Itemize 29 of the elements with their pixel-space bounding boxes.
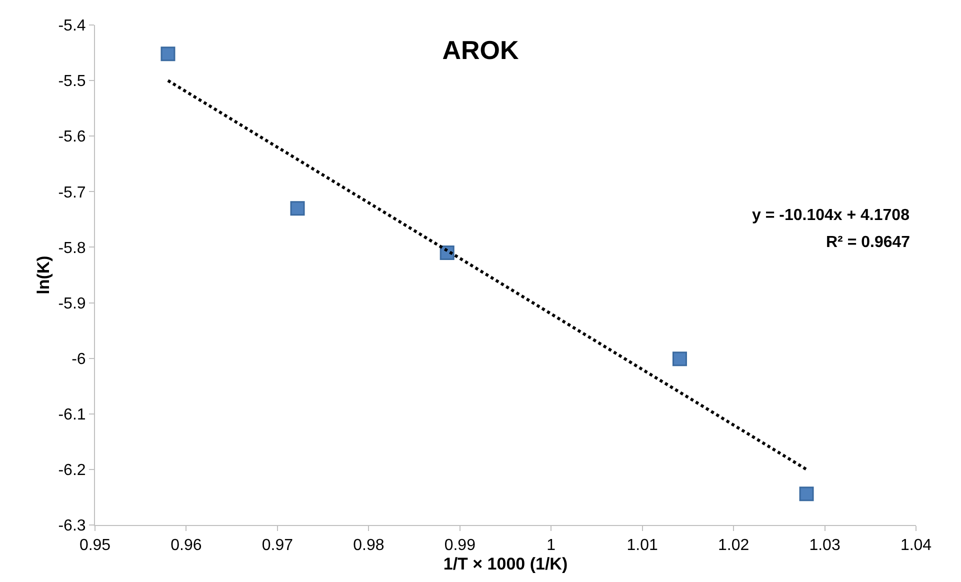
x-tick-label: 1.01 — [626, 537, 658, 554]
x-tick-label: 1 — [546, 537, 556, 554]
y-tick-label: -5.6 — [58, 128, 86, 146]
annotation: R² = 0.9647 — [826, 234, 910, 251]
y-tick-label: -5.5 — [58, 73, 86, 90]
point — [799, 486, 814, 502]
x-tick-label: 1.03 — [809, 537, 840, 554]
x-tick-label: 0.95 — [79, 537, 111, 554]
y-tick-label: -5.8 — [58, 240, 86, 257]
point — [672, 352, 687, 366]
y-tick-label: -5.7 — [58, 184, 86, 202]
annotation: y = -10.104x + 4.1708 — [752, 207, 910, 224]
x-tick-label: 0.98 — [353, 537, 384, 554]
x-tick-label: 0.96 — [170, 537, 202, 554]
chart-title: AROK — [442, 34, 519, 65]
x-tick-label: 1.02 — [718, 537, 750, 554]
x-axis-title: 1/T × 1000 (1/K) — [443, 554, 568, 574]
x-tick-label: 1.04 — [900, 537, 932, 554]
y-tick-label: -6.2 — [58, 462, 86, 480]
x-tick-label: 0.97 — [262, 537, 294, 554]
y-tick-label: -5.4 — [58, 18, 86, 35]
point — [290, 201, 305, 216]
x-tick-label: 0.99 — [444, 537, 476, 554]
y-tick-label: -6.1 — [58, 406, 86, 424]
point — [160, 46, 176, 62]
y-tick-label: -6 — [72, 350, 86, 368]
y-tick-label: -5.9 — [58, 295, 86, 312]
y-tick-label: -6.3 — [58, 518, 86, 535]
y-axis-title: ln(K) — [34, 256, 53, 294]
